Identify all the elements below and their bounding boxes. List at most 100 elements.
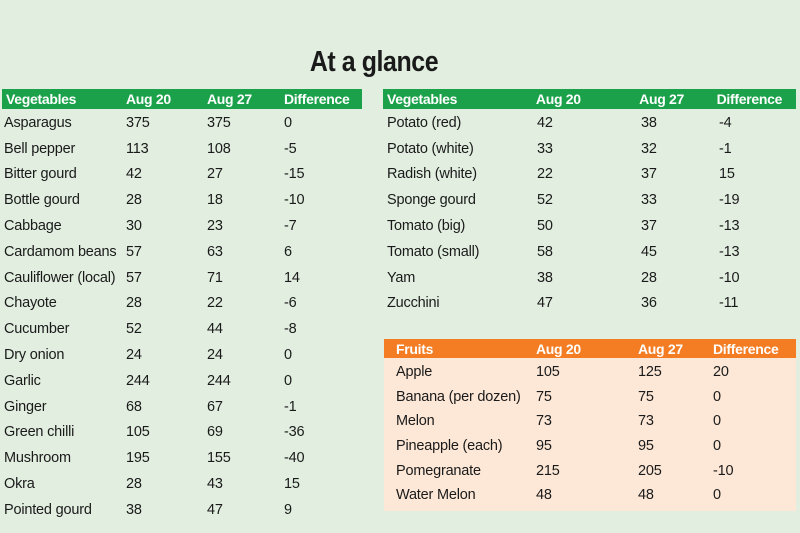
cell-item: Yam xyxy=(387,269,416,286)
cell-aug20: 28 xyxy=(126,295,142,312)
cell-difference: -1 xyxy=(719,140,732,157)
cell-aug27: 37 xyxy=(641,166,657,183)
table-row: Water Melon 48 48 0 xyxy=(384,483,796,508)
cell-difference: -40 xyxy=(284,450,305,467)
header-fruits: Fruits xyxy=(396,340,434,357)
table-row: Sponge gourd 52 33 -19 xyxy=(383,187,796,213)
cell-aug20: 113 xyxy=(126,140,149,157)
cell-aug27: 45 xyxy=(641,243,657,260)
cell-difference: -10 xyxy=(713,462,734,479)
cell-aug27: 43 xyxy=(207,476,223,493)
cell-aug20: 47 xyxy=(537,295,553,312)
cell-aug20: 33 xyxy=(537,140,553,157)
cell-aug20: 73 xyxy=(536,413,552,430)
table-row: Ginger 68 67 -1 xyxy=(2,394,362,420)
cell-aug20: 57 xyxy=(126,243,142,260)
cell-aug20: 38 xyxy=(537,269,553,286)
cell-aug20: 42 xyxy=(537,114,553,131)
cell-item: Water Melon xyxy=(396,487,476,504)
table-row: Bitter gourd 42 27 -15 xyxy=(2,162,362,188)
cell-difference: 0 xyxy=(713,487,721,504)
cell-difference: 0 xyxy=(284,372,292,389)
cell-aug27: 375 xyxy=(207,114,231,131)
table-header: Vegetables Aug 20 Aug 27 Difference xyxy=(383,89,796,109)
cell-item: Asparagus xyxy=(4,114,72,131)
header-aug27: Aug 27 xyxy=(638,340,683,357)
table-row: Apple 105 125 20 xyxy=(384,360,796,385)
cell-item: Tomato (small) xyxy=(387,243,480,260)
cell-aug20: 38 xyxy=(126,501,142,518)
cell-item: Pointed gourd xyxy=(4,501,92,518)
cell-difference: 15 xyxy=(284,476,300,493)
table-row: Pomegranate 215 205 -10 xyxy=(384,458,796,483)
cell-aug27: 108 xyxy=(207,140,231,157)
cell-aug27: 75 xyxy=(638,388,654,405)
cell-difference: -13 xyxy=(719,243,740,260)
cell-item: Bitter gourd xyxy=(4,166,77,183)
table-row: Asparagus 375 375 0 xyxy=(2,110,362,136)
fruits-table: Fruits Aug 20 Aug 27 Difference Apple 105… xyxy=(384,339,796,511)
cell-item: Cardamom beans xyxy=(4,243,117,260)
cell-item: Pomegranate xyxy=(396,462,481,479)
table-row: Potato (white) 33 32 -1 xyxy=(383,136,796,162)
cell-aug27: 67 xyxy=(207,398,223,415)
cell-item: Tomato (big) xyxy=(387,218,466,235)
table-body: Asparagus 375 375 0 Bell pepper 113 108 -5 Bitte… xyxy=(2,109,362,523)
cell-aug20: 52 xyxy=(126,321,142,338)
table-row: Cauliflower (local) 57 71 14 xyxy=(2,265,362,291)
table-row: Banana (per dozen) 75 75 0 xyxy=(384,385,796,410)
cell-aug20: 24 xyxy=(126,347,142,364)
cell-difference: -6 xyxy=(284,295,297,312)
cell-aug20: 244 xyxy=(126,372,150,389)
cell-aug20: 375 xyxy=(126,114,150,131)
cell-difference: -19 xyxy=(719,192,740,209)
vegetables-table-left: Vegetables Aug 20 Aug 27 Difference Aspa… xyxy=(2,89,362,523)
cell-aug27: 125 xyxy=(638,364,662,381)
header-vegetables: Vegetables xyxy=(387,91,458,107)
table-row: Garlic 244 244 0 xyxy=(2,368,362,394)
cell-aug27: 244 xyxy=(207,372,231,389)
table-row: Chayote 28 22 -6 xyxy=(2,291,362,317)
cell-item: Potato (white) xyxy=(387,140,474,157)
cell-aug27: 63 xyxy=(207,243,223,260)
header-aug27: Aug 27 xyxy=(207,91,252,107)
cell-aug27: 73 xyxy=(638,413,654,430)
cell-aug27: 22 xyxy=(207,295,223,312)
cell-aug20: 42 xyxy=(126,166,142,183)
cell-aug20: 28 xyxy=(126,192,142,209)
cell-aug27: 38 xyxy=(641,114,657,131)
table-row: Cucumber 52 44 -8 xyxy=(2,316,362,342)
cell-difference: -8 xyxy=(284,321,297,338)
cell-aug20: 105 xyxy=(536,364,560,381)
cell-aug27: 24 xyxy=(207,347,223,364)
header-difference: Difference xyxy=(713,340,779,357)
table-row: Radish (white) 22 37 15 xyxy=(383,162,796,188)
cell-difference: 20 xyxy=(713,364,729,381)
cell-aug20: 105 xyxy=(126,424,150,441)
cell-difference: -15 xyxy=(284,166,305,183)
cell-difference: 14 xyxy=(284,269,300,286)
table-row: Zucchini 47 36 -11 xyxy=(383,291,796,317)
vegetables-table-right: Vegetables Aug 20 Aug 27 Difference Pota… xyxy=(383,89,796,316)
cell-aug27: 71 xyxy=(207,269,223,286)
cell-aug20: 48 xyxy=(536,487,552,504)
cell-aug20: 50 xyxy=(537,218,553,235)
cell-difference: 0 xyxy=(284,114,292,131)
header-vegetables: Vegetables xyxy=(6,91,77,107)
header-aug20: Aug 20 xyxy=(536,340,581,357)
header-aug20: Aug 20 xyxy=(126,91,171,107)
cell-item: Zucchini xyxy=(387,295,440,312)
table-row: Cabbage 30 23 -7 xyxy=(2,213,362,239)
cell-item: Garlic xyxy=(4,372,41,389)
cell-item: Melon xyxy=(396,413,435,430)
cell-item: Potato (red) xyxy=(387,114,462,131)
cell-item: Mushroom xyxy=(4,450,71,467)
cell-aug27: 28 xyxy=(641,269,657,286)
cell-difference: -1 xyxy=(284,398,297,415)
cell-difference: -7 xyxy=(284,218,297,235)
table-row: Bell pepper 113 108 -5 xyxy=(2,136,362,162)
cell-aug27: 69 xyxy=(207,424,223,441)
cell-aug20: 52 xyxy=(537,192,553,209)
cell-difference: 0 xyxy=(284,347,292,364)
table-row: Dry onion 24 24 0 xyxy=(2,342,362,368)
